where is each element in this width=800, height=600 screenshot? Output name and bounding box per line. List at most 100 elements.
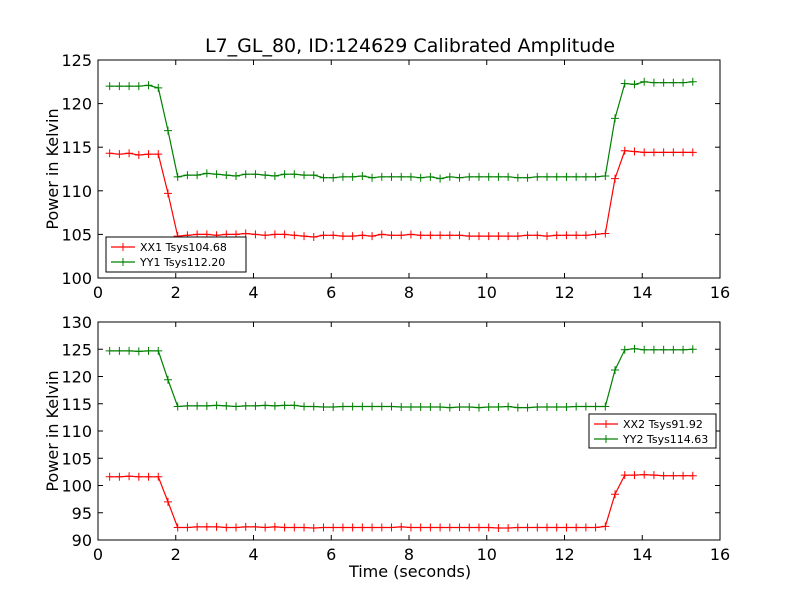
data-point <box>504 402 513 411</box>
data-point <box>504 172 513 181</box>
x-tick-label: 4 <box>248 283 258 302</box>
data-point <box>125 472 134 481</box>
data-point <box>280 523 289 532</box>
data-point <box>426 403 435 412</box>
data-point <box>543 172 552 181</box>
data-point <box>329 173 338 182</box>
top-panel: 0 2 4 6 8 10 12 14 16 100 105 110 115 120 125 Power in … <box>43 51 730 302</box>
data-point <box>533 231 542 240</box>
data-point <box>572 231 581 240</box>
data-point <box>319 173 328 182</box>
data-point <box>416 231 425 240</box>
data-point <box>348 402 357 411</box>
data-point <box>368 523 377 532</box>
data-point <box>348 172 357 181</box>
data-point <box>659 471 668 480</box>
data-point <box>319 523 328 532</box>
data-point <box>348 523 357 532</box>
data-point <box>552 172 561 181</box>
data-point <box>426 231 435 240</box>
data-point <box>562 172 571 181</box>
data-point <box>202 169 211 178</box>
data-point <box>416 523 425 532</box>
data-point <box>300 402 309 411</box>
y-tick-label: 95 <box>72 504 92 523</box>
legend-box <box>105 236 247 273</box>
data-point <box>241 401 250 410</box>
legend-marker <box>602 435 610 443</box>
data-point <box>426 172 435 181</box>
data-point <box>688 471 697 480</box>
data-point <box>202 401 211 410</box>
data-point <box>125 149 134 158</box>
data-point <box>193 522 202 531</box>
data-point <box>154 346 163 355</box>
data-point <box>241 170 250 179</box>
data-point <box>649 471 658 480</box>
data-point <box>601 402 610 411</box>
y-tick-label: 90 <box>72 531 92 550</box>
data-point <box>426 523 435 532</box>
data-point <box>377 230 386 239</box>
x-tick-label: 14 <box>632 283 652 302</box>
data-point <box>134 151 143 160</box>
data-point <box>640 470 649 479</box>
legend-label: YY1 Tsys112.20 <box>139 256 225 269</box>
y-tick-label: 125 <box>61 51 92 70</box>
data-point <box>543 232 552 241</box>
series-line <box>109 473 693 529</box>
data-point <box>290 170 299 179</box>
data-point <box>154 83 163 92</box>
series-line <box>109 81 693 180</box>
data-point <box>669 148 678 157</box>
data-point <box>270 401 279 410</box>
data-point <box>533 172 542 181</box>
data-point <box>591 523 600 532</box>
data-point <box>144 81 153 90</box>
data-point <box>484 403 493 412</box>
data-point <box>630 344 639 353</box>
data-point <box>309 402 318 411</box>
data-point <box>115 346 124 355</box>
data-point <box>290 401 299 410</box>
data-point <box>504 232 513 241</box>
data-point <box>659 78 668 87</box>
data-point <box>630 80 639 89</box>
data-point <box>465 232 474 241</box>
x-tick-label: 6 <box>326 545 336 564</box>
data-point <box>105 82 114 91</box>
data-point <box>222 401 231 410</box>
x-axis-label: Time (seconds) <box>348 562 471 581</box>
data-point <box>329 523 338 532</box>
data-point <box>251 401 260 410</box>
data-point <box>338 523 347 532</box>
data-point <box>144 346 153 355</box>
x-tick-label: 10 <box>477 545 497 564</box>
series-xx1 <box>105 146 697 242</box>
y-tick-label: 100 <box>61 477 92 496</box>
data-point <box>523 403 532 412</box>
data-point <box>105 346 114 355</box>
x-tick-label: 6 <box>326 283 336 302</box>
data-point <box>611 365 620 374</box>
series-line <box>109 150 693 238</box>
data-point <box>319 403 328 412</box>
data-point <box>309 524 318 533</box>
data-point <box>232 171 241 180</box>
data-point <box>455 523 464 532</box>
data-point <box>368 232 377 241</box>
data-point <box>679 471 688 480</box>
x-tick-label: 16 <box>710 283 730 302</box>
data-point <box>270 171 279 180</box>
data-point <box>533 403 542 412</box>
legend: XX1 Tsys104.68 YY1 Tsys112.20 <box>105 236 247 273</box>
data-point <box>572 523 581 532</box>
data-point <box>640 345 649 354</box>
y-tick-label: 115 <box>61 138 92 157</box>
data-point <box>513 232 522 241</box>
x-tick-label: 12 <box>554 283 574 302</box>
data-point <box>436 523 445 532</box>
data-point <box>562 403 571 412</box>
data-point <box>581 402 590 411</box>
data-point <box>640 148 649 157</box>
